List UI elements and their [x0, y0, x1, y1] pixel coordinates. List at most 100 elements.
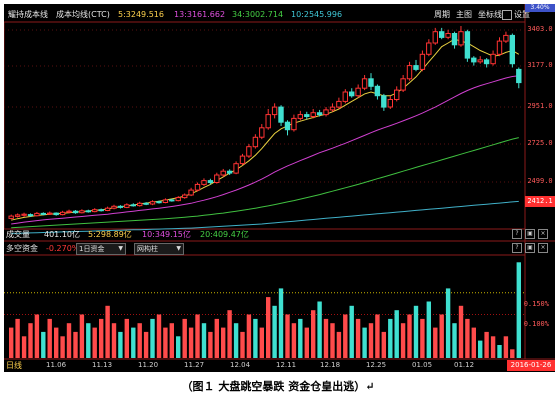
- menu-period[interactable]: 周期: [434, 10, 450, 19]
- money-flow-bar: [79, 314, 85, 358]
- candle-body: [98, 209, 104, 212]
- price-tick: 2951.0: [527, 102, 553, 110]
- money-flow-bar: [413, 305, 419, 358]
- date-tick: 12.04: [230, 361, 251, 369]
- candle-body: [336, 100, 342, 108]
- menu-settings[interactable]: 设置: [514, 10, 530, 19]
- money-flow-bar: [349, 305, 354, 358]
- candle-body: [297, 114, 304, 119]
- candle-body: [342, 91, 349, 102]
- date-tick: 12.11: [276, 361, 297, 369]
- money-flow-bar: [92, 327, 97, 358]
- money-flow-bar: [47, 318, 52, 358]
- candle-body: [252, 136, 259, 148]
- money-flow-bar: [111, 323, 117, 358]
- period-tag[interactable]: 日线: [6, 361, 22, 370]
- candle-body: [53, 212, 59, 216]
- ma55-line: [11, 200, 519, 234]
- candle-body: [445, 33, 451, 38]
- candle-body: [143, 202, 149, 205]
- candle-body: [182, 194, 188, 199]
- candle-body: [21, 213, 27, 216]
- candle-body: [471, 57, 477, 63]
- date-tick: 11.20: [138, 361, 159, 369]
- candle-body: [464, 31, 471, 59]
- money-flow-bar: [343, 314, 348, 358]
- help-icon[interactable]: ?: [512, 229, 522, 239]
- money-flow-bar: [118, 331, 123, 358]
- period-select[interactable]: 1日资金 ▼: [76, 243, 126, 255]
- candle-body: [85, 210, 91, 213]
- panel-menu-icon[interactable]: ▣: [525, 243, 535, 253]
- candle-body: [316, 112, 323, 116]
- indicator-formula: 成本均线(CTC): [56, 10, 110, 19]
- candle-body: [162, 199, 169, 203]
- money-flow-bar: [21, 336, 27, 358]
- checkbox-icon[interactable]: [502, 10, 512, 20]
- candle-body: [8, 215, 14, 219]
- money-flow-bar: [15, 318, 20, 358]
- menu-main-chart[interactable]: 主图: [456, 10, 472, 19]
- ma34-line: [11, 137, 519, 229]
- candle-body: [406, 65, 413, 80]
- stock-chart-window: 耀持成本线 成本均线(CTC) 5:3249.516 13:3161.662 3…: [4, 4, 555, 372]
- money-flow-bar: [240, 331, 245, 358]
- candle-body: [14, 214, 21, 217]
- menu-coordinate[interactable]: 坐标线: [478, 10, 502, 19]
- date-tick: 11.06: [46, 361, 67, 369]
- candle-body: [310, 112, 316, 117]
- candle-body: [72, 210, 79, 214]
- candle-body: [59, 211, 66, 216]
- chevron-down-icon: ▼: [176, 245, 181, 252]
- money-flow-bar: [214, 318, 219, 358]
- money-flow-bar: [445, 288, 451, 358]
- candle-body: [304, 114, 310, 117]
- money-flow-bar: [510, 349, 515, 358]
- money-flow-bar: [381, 331, 386, 358]
- price-tick: 2725.0: [527, 139, 553, 147]
- money-flow-bar: [484, 331, 489, 358]
- close-icon[interactable]: ×: [538, 243, 548, 253]
- money-flow-bar: [176, 336, 181, 358]
- candle-body: [284, 121, 291, 131]
- money-flow-bar: [137, 323, 142, 358]
- money-flow-bar: [452, 323, 457, 358]
- candle-body: [516, 68, 522, 84]
- figure-caption: （图１ 大盘跳空暴跌 资金仓皇出逃）↵: [181, 380, 375, 393]
- money-flow-bar: [182, 318, 187, 358]
- candle-body: [496, 40, 503, 55]
- candle-body: [175, 197, 181, 202]
- money-flow-bar: [439, 314, 444, 358]
- indicator-label: 多空资金: [6, 244, 38, 253]
- date-tick: 01.05: [412, 361, 433, 369]
- candle-body: [169, 199, 175, 202]
- money-flow-bar: [233, 323, 239, 358]
- date-tick: 11.13: [92, 361, 113, 369]
- money-flow-bar: [227, 310, 232, 358]
- indicator-name: 耀持成本线: [8, 10, 48, 19]
- help-icon[interactable]: ?: [512, 243, 522, 253]
- date-tick: 01.12: [454, 361, 475, 369]
- price-change-flag: 3.40%: [525, 4, 555, 12]
- candle-body: [40, 212, 46, 215]
- money-flow-bar: [221, 327, 226, 358]
- money-flow-bar: [266, 297, 271, 358]
- close-icon[interactable]: ×: [538, 229, 548, 239]
- money-flow-bar: [259, 327, 264, 358]
- panel-menu-icon[interactable]: ▣: [525, 229, 535, 239]
- candle-body: [361, 78, 368, 89]
- money-flow-bar: [503, 336, 509, 358]
- ma55-value: 10:2545.996: [291, 10, 343, 19]
- candle-body: [400, 78, 406, 91]
- money-flow-bar: [516, 262, 521, 358]
- price-tick: 2499.0: [527, 177, 553, 185]
- money-flow-bar: [66, 323, 72, 358]
- vol-ma10-value: 10:349.15亿: [142, 230, 191, 239]
- style-select[interactable]: 网构柱 ▼: [134, 243, 184, 255]
- candle-body: [368, 78, 374, 87]
- money-flow-bar: [34, 314, 40, 358]
- money-flow-bar: [208, 331, 213, 358]
- money-flow-bar: [60, 336, 65, 358]
- candle-body: [432, 31, 439, 44]
- candle-body: [104, 207, 111, 211]
